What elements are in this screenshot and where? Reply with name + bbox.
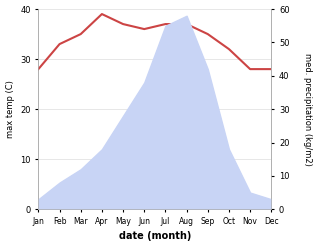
Y-axis label: med. precipitation (kg/m2): med. precipitation (kg/m2) [303, 53, 313, 165]
X-axis label: date (month): date (month) [119, 231, 191, 242]
Y-axis label: max temp (C): max temp (C) [5, 80, 15, 138]
